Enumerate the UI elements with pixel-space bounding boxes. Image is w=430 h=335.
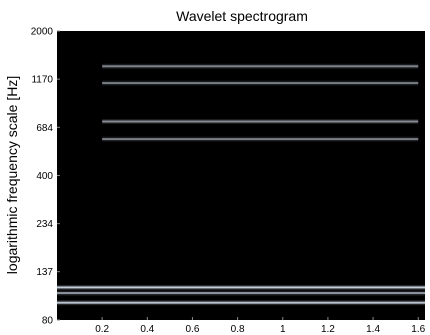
y-tick-label: 80 — [42, 316, 54, 327]
x-tick-label: 1 — [280, 324, 286, 335]
spectral-band — [102, 63, 419, 69]
y-tick-label: 234 — [36, 219, 53, 230]
spectral-band — [102, 136, 419, 142]
y-tick-label: 137 — [36, 267, 53, 278]
x-tick-label: 0.2 — [95, 324, 109, 335]
spectral-band — [102, 118, 419, 124]
plot-area — [57, 31, 425, 320]
x-tick-label: 0.4 — [140, 324, 154, 335]
axis-ticks: 0.2 0.4 0.6 0.8 1 1.2 1.4 1.6 80 137 234 400 684 1170… — [31, 27, 426, 335]
chart-title: Wavelet spectrogram — [176, 8, 308, 24]
y-tick-label: 1170 — [31, 75, 53, 86]
y-axis-label: logarithmic frequency scale [Hz] — [4, 76, 20, 274]
x-tick-label: 1.4 — [366, 324, 380, 335]
x-tick-label: 0.8 — [231, 324, 245, 335]
y-tick-label: 684 — [36, 123, 53, 134]
x-tick-label: 1.2 — [321, 324, 335, 335]
spectral-band — [57, 300, 425, 306]
spectral-band — [102, 80, 419, 86]
x-tick-label: 0.6 — [186, 324, 200, 335]
spectrogram-bands — [57, 63, 425, 306]
spectral-band — [57, 284, 425, 290]
spectral-band — [57, 290, 425, 296]
y-tick-label: 2000 — [31, 27, 54, 38]
x-tick-label: 1.6 — [411, 324, 425, 335]
y-tick-label: 400 — [36, 171, 53, 182]
